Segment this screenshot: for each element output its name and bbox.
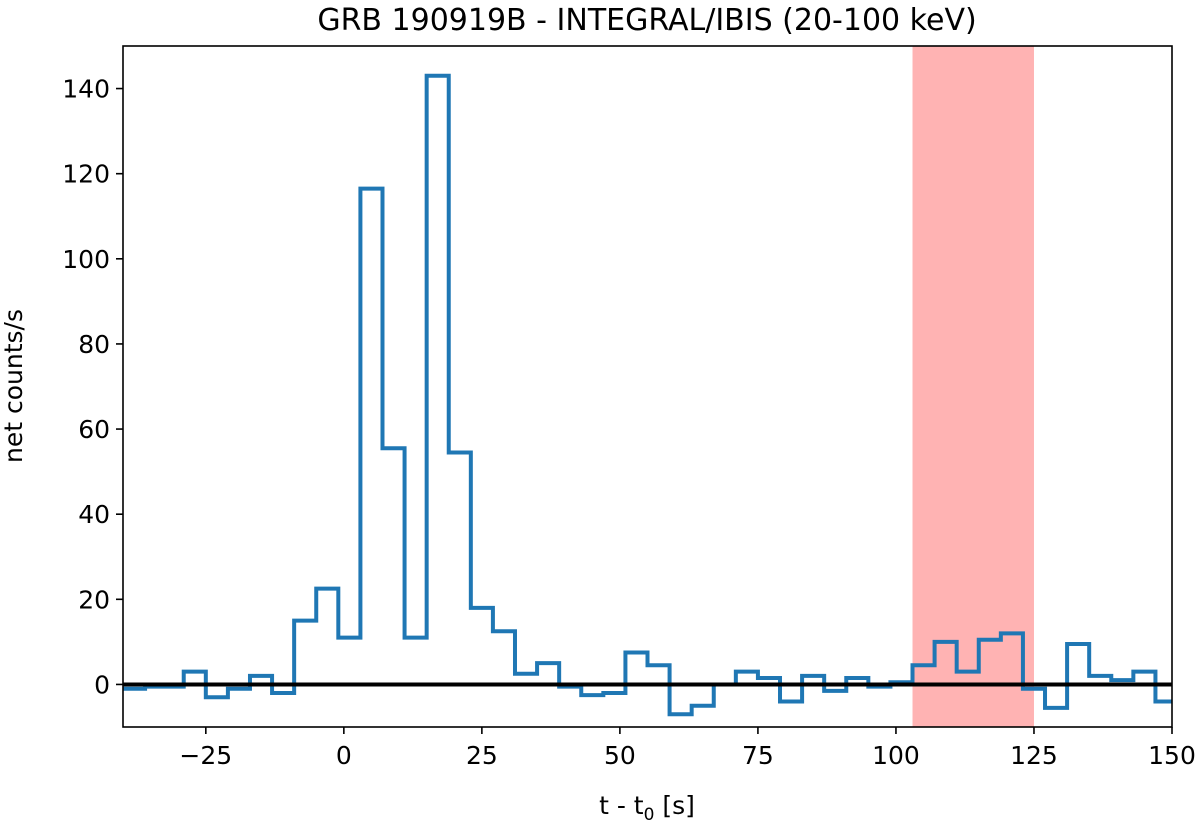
- shaded-interval: [912, 46, 1034, 727]
- chart-title: GRB 190919B - INTEGRAL/IBIS (20-100 keV): [317, 3, 976, 38]
- y-tick-label: 100: [62, 245, 110, 274]
- x-tick-label: 25: [466, 741, 498, 770]
- y-axis-ticks: 0 20 40 60 80 100 120 140: [62, 75, 123, 699]
- x-axis-label-subscript: 0: [644, 805, 655, 822]
- x-tick-label: −25: [179, 741, 232, 770]
- x-tick-label: 100: [872, 741, 920, 770]
- shaded-region-layer: [912, 46, 1034, 727]
- y-tick-label: 20: [78, 585, 110, 614]
- light-curve-series-0: [123, 73, 1172, 717]
- y-tick-label: 60: [78, 415, 110, 444]
- y-tick-label: 40: [78, 500, 110, 529]
- series-layer: [123, 73, 1172, 717]
- y-tick-label: 140: [62, 75, 110, 104]
- y-axis-label: net counts/s: [0, 309, 28, 463]
- x-tick-label: 150: [1148, 741, 1196, 770]
- y-tick-label: 80: [78, 330, 110, 359]
- y-tick-label: 120: [62, 160, 110, 189]
- x-axis-ticks: −25 0 25 50 75 100 125 150: [179, 727, 1196, 770]
- x-tick-label: 50: [604, 741, 636, 770]
- x-tick-label: 125: [1010, 741, 1058, 770]
- x-axis-label: t - t0 [s]: [599, 791, 695, 822]
- plot-frame: [122, 45, 1173, 728]
- x-tick-label: 0: [336, 741, 352, 770]
- x-tick-label: 75: [742, 741, 774, 770]
- y-tick-label: 0: [94, 670, 110, 699]
- x-axis-label-unit: [s]: [654, 791, 694, 820]
